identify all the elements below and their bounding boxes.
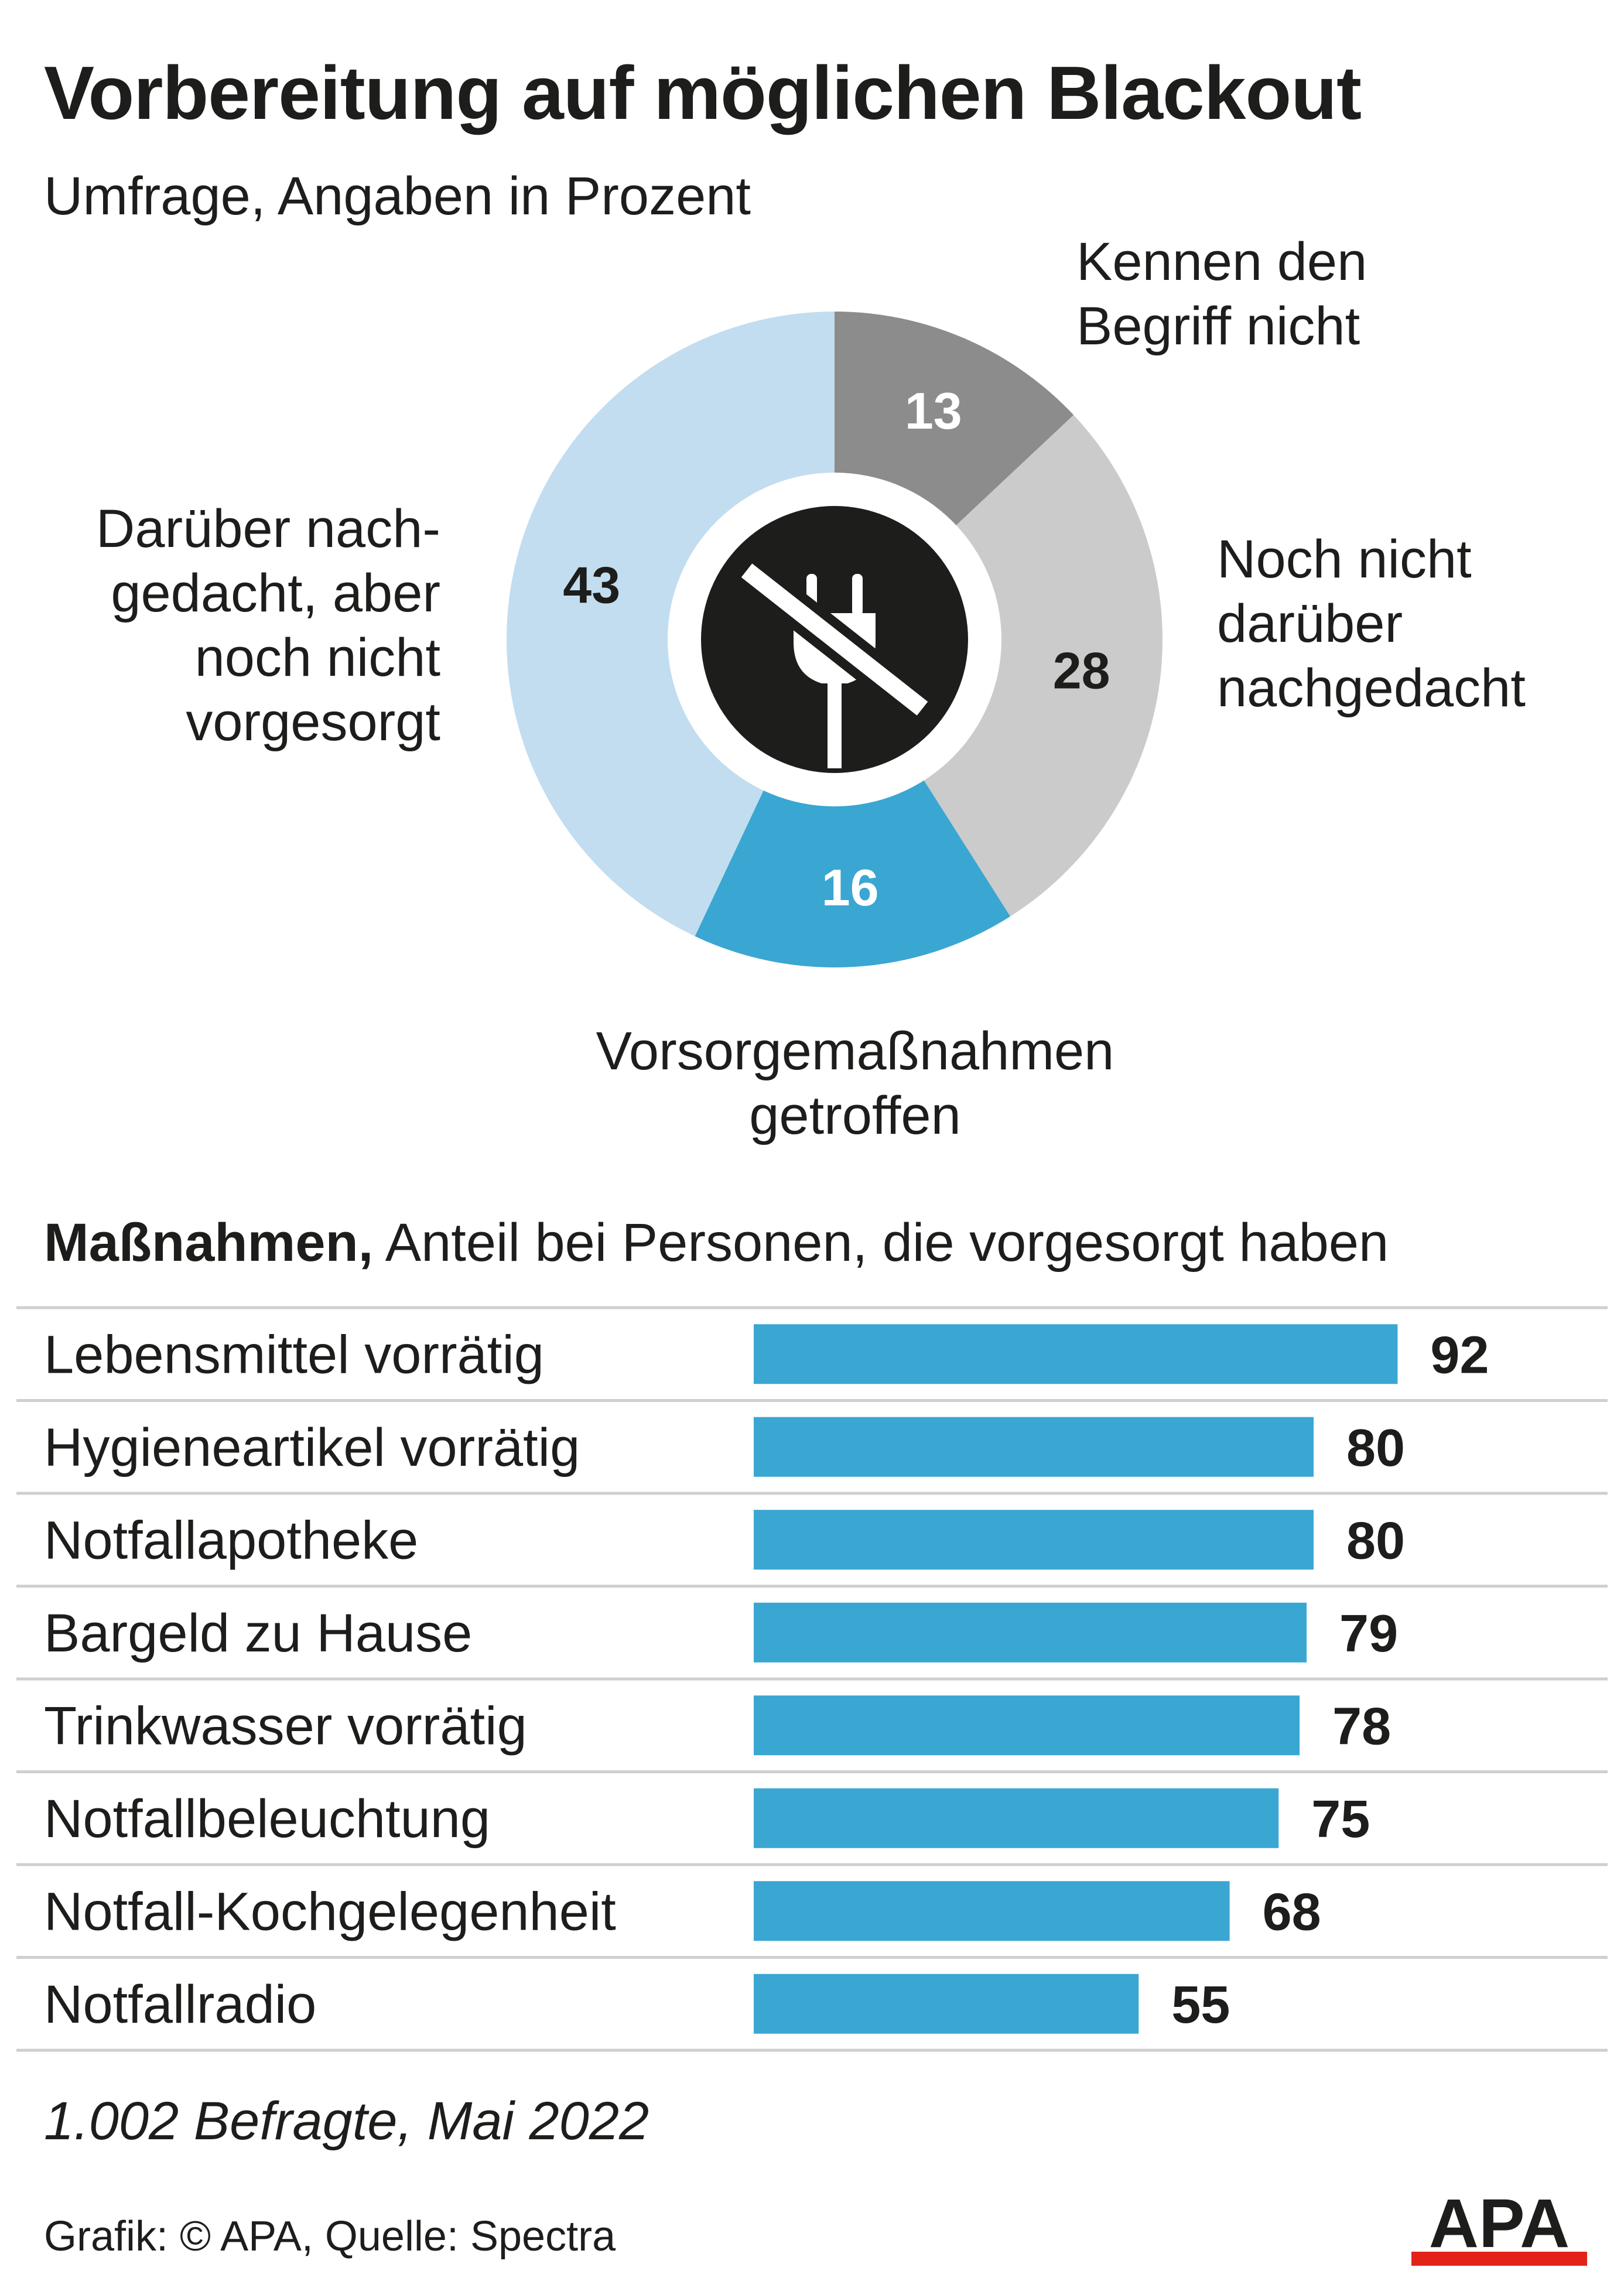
pie-label-line: Begriff nicht xyxy=(1076,296,1360,356)
pie-label-kennen-nicht: Kennen den Begriff nicht xyxy=(1076,230,1367,358)
pie-label-line: Noch nicht xyxy=(1217,529,1472,589)
bar xyxy=(754,1695,1300,1756)
pie-label-vorsorge: Vorsorgemaßnahmen getroffen xyxy=(556,1019,1154,1148)
bar-value-label: 75 xyxy=(1311,1790,1370,1849)
bar-category-label: Hygieneartikel vorrätig xyxy=(44,1418,580,1478)
bar-value-label: 80 xyxy=(1346,1419,1405,1478)
bar xyxy=(754,1974,1139,2034)
bar-value-label: 68 xyxy=(1263,1883,1321,1941)
pie-label-line: noch nicht xyxy=(194,628,440,688)
pie-label-nicht-nachgedacht: Noch nicht darüber nachgedacht xyxy=(1217,527,1526,720)
pie-label-line: Vorsorgemaßnahmen xyxy=(596,1021,1114,1081)
pie-value-label: 28 xyxy=(1053,641,1110,699)
plug-strike-line xyxy=(741,563,928,716)
pie-label-line: Kennen den xyxy=(1076,232,1367,292)
plug-prong-right xyxy=(852,574,863,616)
bar xyxy=(754,1881,1230,1941)
bar-value-label: 80 xyxy=(1346,1511,1405,1570)
chart-subtitle: Umfrage, Angaben in Prozent xyxy=(44,166,751,226)
apa-logo-red-bar xyxy=(1411,2252,1587,2266)
pie-label-line: darüber xyxy=(1217,594,1403,654)
unplugged-plug-icon xyxy=(701,506,968,773)
bar-value-label: 55 xyxy=(1171,1976,1230,2034)
apa-logo-text: APA xyxy=(1429,2193,1570,2262)
pie-label-line: vorgesorgt xyxy=(186,692,440,752)
bar xyxy=(754,1510,1314,1570)
source-credit: Grafik: © APA, Quelle: Spectra xyxy=(44,2213,616,2260)
apa-logo: APA xyxy=(1411,2193,1587,2266)
plug-cable xyxy=(828,680,842,768)
bar-chart-heading-bold: Maßnahmen, xyxy=(44,1213,374,1273)
bar-category-label: Bargeld zu Hause xyxy=(44,1603,472,1663)
pie-label-line: gedacht, aber xyxy=(111,563,440,623)
bar-category-label: Trinkwasser vorrätig xyxy=(44,1696,527,1756)
bar-category-label: Lebensmittel vorrätig xyxy=(44,1325,544,1384)
sample-note: 1.002 Befragte, Mai 2022 xyxy=(44,2091,649,2151)
chart-title: Vorbereitung auf möglichen Blackout xyxy=(44,51,1362,135)
pie-label-nachgedacht-nicht-vorgesorgt: Darüber nach- gedacht, aber noch nicht v… xyxy=(35,497,440,754)
pie-value-label: 16 xyxy=(822,859,879,916)
bar-category-label: Notfallradio xyxy=(44,1975,316,2034)
bar-value-label: 92 xyxy=(1430,1326,1489,1384)
bar xyxy=(754,1602,1307,1663)
bar-chart-heading-rest: Anteil bei Personen, die vorgesorgt habe… xyxy=(373,1213,1389,1273)
bar xyxy=(754,1788,1279,1848)
bar-category-label: Notfallbeleuchtung xyxy=(44,1789,490,1849)
bar-category-label: Notfall-Kochgelegenheit xyxy=(44,1882,616,1941)
bar xyxy=(754,1324,1398,1384)
pie-label-line: Darüber nach- xyxy=(95,499,440,559)
bar xyxy=(754,1417,1314,1477)
bar-value-label: 78 xyxy=(1332,1697,1391,1756)
bar-value-label: 79 xyxy=(1339,1605,1398,1663)
donut-chart: 13 28 16 43 xyxy=(507,312,1163,967)
pie-label-line: nachgedacht xyxy=(1217,658,1526,718)
pie-value-label: 13 xyxy=(905,382,962,440)
pie-label-line: getroffen xyxy=(749,1086,961,1145)
bar-chart-heading: Maßnahmen, Anteil bei Personen, die vorg… xyxy=(44,1212,1389,1274)
pie-value-label: 43 xyxy=(563,556,620,614)
bar-category-label: Notfallapotheke xyxy=(44,1510,418,1570)
